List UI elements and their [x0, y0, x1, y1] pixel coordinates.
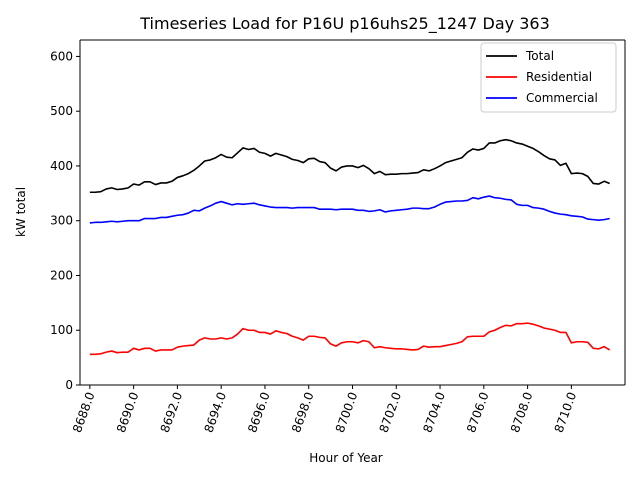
series-line-total: [89, 138, 610, 194]
y-tick-label: 100: [50, 323, 73, 337]
legend: Total Residential Commercial: [480, 42, 617, 113]
legend-label-total: Total: [525, 49, 554, 63]
y-tick-label: 300: [50, 214, 73, 228]
series-group: [89, 138, 611, 356]
series-line-residential: [89, 322, 611, 356]
legend-box: [480, 42, 617, 113]
y-axis-ticks: 0 100 200 300 400 500 600: [50, 49, 80, 392]
y-tick-label: 400: [50, 159, 73, 173]
y-tick-label: 0: [65, 378, 73, 392]
y-tick-label: 500: [50, 104, 73, 118]
legend-label-residential: Residential: [526, 70, 592, 84]
series-line-commercial: [89, 195, 610, 224]
chart-title: Timeseries Load for P16U p16uhs25_1247 D…: [139, 14, 550, 34]
axes-frame: [79, 39, 626, 386]
x-axis-label: Hour of Year: [309, 451, 383, 465]
y-tick-label: 200: [50, 268, 73, 282]
y-axis-label: kW total: [14, 187, 28, 237]
legend-label-commercial: Commercial: [526, 91, 598, 105]
y-tick-label: 600: [50, 49, 73, 63]
